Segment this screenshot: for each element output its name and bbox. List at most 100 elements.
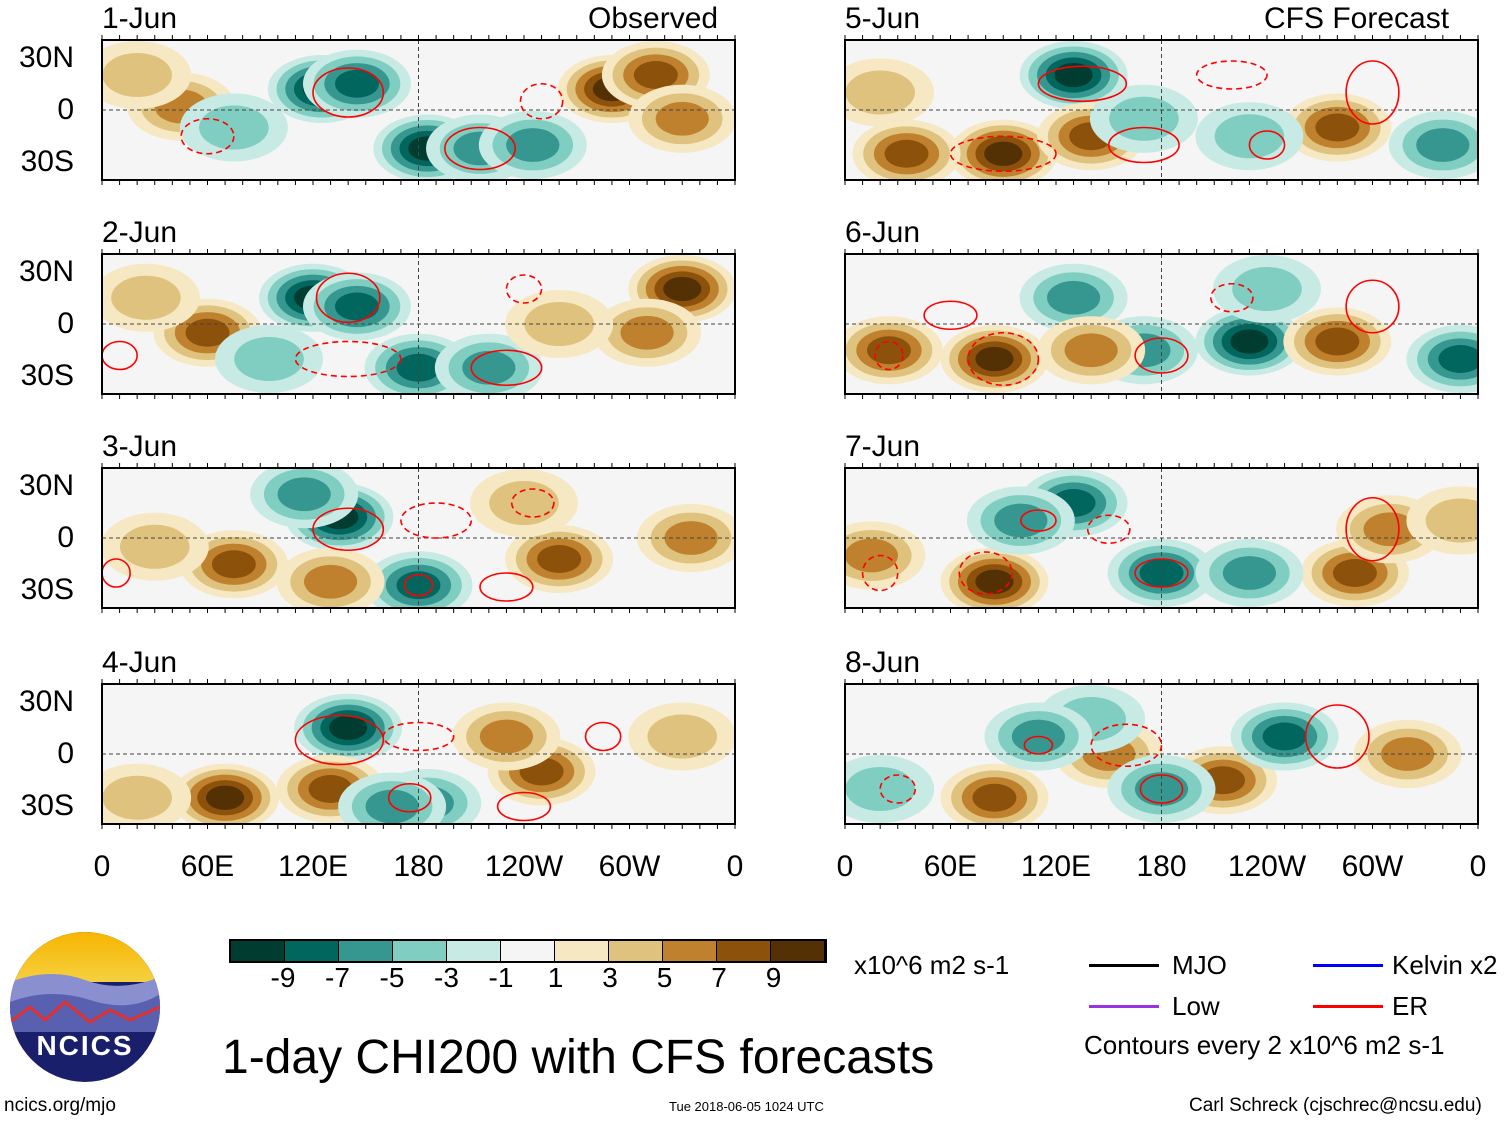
- er-contour: [879, 774, 917, 804]
- anomaly-contour: [329, 715, 368, 740]
- low-legend-label: Low: [1172, 991, 1220, 1021]
- anomaly-contour: [1064, 333, 1118, 368]
- website-link[interactable]: ncics.org/mjo: [4, 1095, 116, 1116]
- units-label: x10^6 m2 s-1: [854, 950, 1010, 980]
- colorbar-swatch: [393, 941, 447, 961]
- anomaly-contour: [866, 336, 911, 365]
- mjo-legend-label: MJO: [1172, 950, 1227, 980]
- anomaly-contour: [234, 337, 304, 381]
- er-contour: [1037, 65, 1128, 103]
- er-contour: [312, 507, 385, 552]
- er-contour: [1090, 723, 1163, 768]
- anomaly-contour: [1315, 327, 1360, 356]
- lat-tick-label: 30N: [18, 685, 74, 718]
- lat-tick-label: 30S: [20, 573, 74, 606]
- panel-date: 5-Jun: [845, 2, 921, 35]
- anomaly-contour: [1416, 128, 1470, 162]
- er-contour: [496, 791, 552, 822]
- logo-text: NCICS: [36, 1030, 134, 1061]
- contour-interval-note: Contours every 2 x10^6 m2 s-1: [1084, 1030, 1445, 1060]
- lon-tick-label: 0: [726, 850, 744, 883]
- lat-tick-label: 30N: [18, 469, 74, 502]
- lon-tick-label: 60W: [1341, 850, 1404, 883]
- er-contour: [1023, 735, 1054, 755]
- er-contour: [479, 572, 534, 602]
- er-contour: [1086, 514, 1131, 545]
- anomaly-contour: [479, 719, 533, 754]
- colorbar-swatch: [339, 941, 393, 961]
- er-contour: [102, 558, 131, 588]
- er-contour: [312, 67, 385, 118]
- timestamp: Tue 2018-06-05 1024 UTC: [669, 1099, 824, 1114]
- er-contour: [1107, 126, 1180, 164]
- er-contour: [510, 488, 555, 518]
- anomaly-contour: [277, 477, 331, 512]
- er-contour: [180, 117, 235, 155]
- anomaly-contour: [975, 346, 1014, 372]
- anomaly-contour: [975, 569, 1014, 594]
- anomaly-contour: [1047, 280, 1101, 315]
- anomaly-contour: [185, 318, 230, 347]
- lon-tick-label: 120W: [1227, 850, 1307, 883]
- panel-date: 6-Jun: [845, 216, 921, 249]
- er-contour: [315, 272, 381, 324]
- lat-tick-label: 30S: [20, 145, 74, 178]
- er-contour: [1345, 496, 1400, 562]
- map-panel-7-Jun: [844, 463, 1479, 613]
- mjo-legend-line: [1089, 964, 1159, 967]
- lon-tick-label: 60W: [598, 850, 661, 883]
- er-contour: [1134, 337, 1189, 374]
- lon-tick-label: 120E: [1020, 850, 1092, 883]
- anomaly-contour: [111, 275, 181, 320]
- anomaly-contour: [1230, 329, 1269, 354]
- anomaly-contour: [537, 545, 582, 573]
- anomaly-contour: [845, 767, 915, 811]
- er-contour: [1020, 509, 1057, 532]
- colorbar: [229, 939, 827, 963]
- colorbar-swatch: [771, 941, 825, 961]
- panel-date: 2-Jun: [102, 216, 178, 249]
- colorbar-swatch: [447, 941, 501, 961]
- lat-tick-label: 30S: [20, 789, 74, 822]
- anomaly-contour: [647, 714, 718, 759]
- kelvin-legend-line: [1313, 964, 1383, 967]
- anomaly-contour: [205, 785, 245, 810]
- colorbar-level: -3: [434, 962, 459, 993]
- er-contour: [967, 331, 1040, 387]
- lon-tick-label: 180: [1136, 850, 1187, 883]
- er-contour: [294, 714, 385, 766]
- er-contour: [874, 340, 904, 371]
- anomaly-contour: [884, 139, 929, 168]
- er-contour: [949, 135, 1057, 173]
- er-contour: [1345, 60, 1400, 125]
- lat-tick-label: 0: [57, 307, 74, 340]
- cfs-forecast-title: CFS Forecast: [1264, 2, 1450, 35]
- er-contour: [1304, 704, 1370, 769]
- colorbar-level: -1: [488, 962, 514, 993]
- colorbar-level: -5: [379, 962, 405, 993]
- lat-tick-label: 30N: [18, 255, 74, 288]
- colorbar-swatch: [501, 941, 555, 961]
- figure-title: 1-day CHI200 with CFS forecasts: [222, 1031, 935, 1084]
- anomaly-contour: [506, 128, 560, 162]
- colorbar-level: -7: [325, 962, 350, 993]
- lat-tick-label: 30N: [18, 41, 74, 74]
- anomaly-contour: [462, 350, 516, 385]
- er-contour: [1248, 130, 1286, 160]
- map-panel-6-Jun: [844, 249, 1479, 399]
- er-contour: [444, 126, 517, 171]
- low-legend-line: [1089, 1005, 1159, 1008]
- anomaly-contour: [334, 292, 379, 321]
- lat-tick-label: 0: [57, 93, 74, 126]
- anomaly-contour: [1363, 512, 1417, 547]
- panel-date: 7-Jun: [845, 430, 921, 463]
- er-contour: [519, 82, 564, 120]
- lon-tick-label: 0: [836, 850, 854, 883]
- anomaly-contour: [1315, 113, 1360, 142]
- lon-tick-label: 0: [1469, 850, 1487, 883]
- colorbar-swatch: [285, 941, 339, 961]
- anomaly-contour: [1214, 114, 1285, 159]
- anomaly-contour: [972, 783, 1017, 812]
- anomaly-contour: [489, 481, 559, 525]
- colorbar-swatch: [555, 941, 609, 961]
